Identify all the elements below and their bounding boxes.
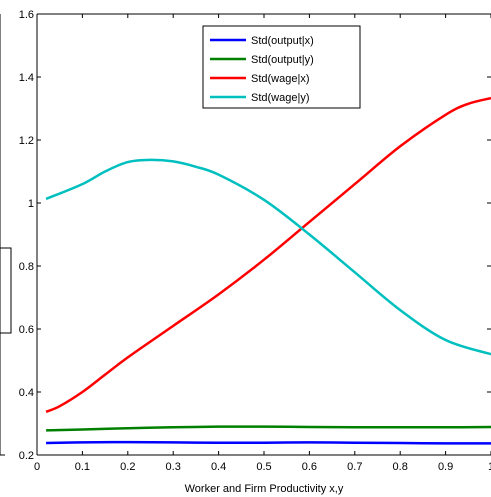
legend-label-0: Std(output|x) xyxy=(251,35,314,47)
x-tick-label: 0.7 xyxy=(347,461,362,473)
series-line-3 xyxy=(45,158,491,356)
y-tick-label: 1.6 xyxy=(19,9,34,21)
legend-label-2: Std(wage|x) xyxy=(251,73,310,85)
x-tick-label: 0.9 xyxy=(438,461,453,473)
legend: Std(output|x) Std(output|y) Std(wage|x) Std… xyxy=(202,25,361,109)
x-tick-layer: 0 0.1 0.2 0.3 0.4 0.5 0.6 0.7 0.8 0.9 1 xyxy=(34,14,491,473)
y-tick-label: 1.2 xyxy=(19,135,34,147)
x-axis-title: Worker and Firm Productivity x,y xyxy=(185,483,344,495)
y-tick-label: 1 xyxy=(28,198,34,210)
y-tick-label: 0.6 xyxy=(19,324,34,336)
series-layer xyxy=(45,96,491,445)
y-tick-layer: 0.2 0.4 0.6 0.8 1 1.2 1.4 1.6 xyxy=(19,9,491,462)
legend-label-3: Std(wage|y) xyxy=(251,92,310,104)
x-tick-label: 0.4 xyxy=(211,461,226,473)
x-tick-label: 0 xyxy=(34,461,40,473)
left-neighbor-panel-fragment xyxy=(0,14,12,456)
x-tick-label: 0.5 xyxy=(256,461,271,473)
x-tick-label: 0.2 xyxy=(120,461,135,473)
x-tick-label: 0.8 xyxy=(393,461,408,473)
x-tick-label: 0.1 xyxy=(75,461,90,473)
y-tick-label: 1.4 xyxy=(19,72,34,84)
x-tick-label: 0.6 xyxy=(302,461,317,473)
y-tick-label: 0.2 xyxy=(19,450,34,462)
series-line-1 xyxy=(46,425,491,432)
x-tick-label: 1 xyxy=(488,461,491,473)
series-line-2 xyxy=(45,96,491,414)
y-tick-label: 0.4 xyxy=(19,387,34,399)
y-tick-label: 0.8 xyxy=(19,261,34,273)
series-line-0 xyxy=(46,440,491,445)
x-tick-label: 0.3 xyxy=(166,461,181,473)
legend-label-1: Std(output|y) xyxy=(251,54,314,66)
legend-items: Std(output|x) Std(output|y) Std(wage|x) Std… xyxy=(210,35,314,104)
